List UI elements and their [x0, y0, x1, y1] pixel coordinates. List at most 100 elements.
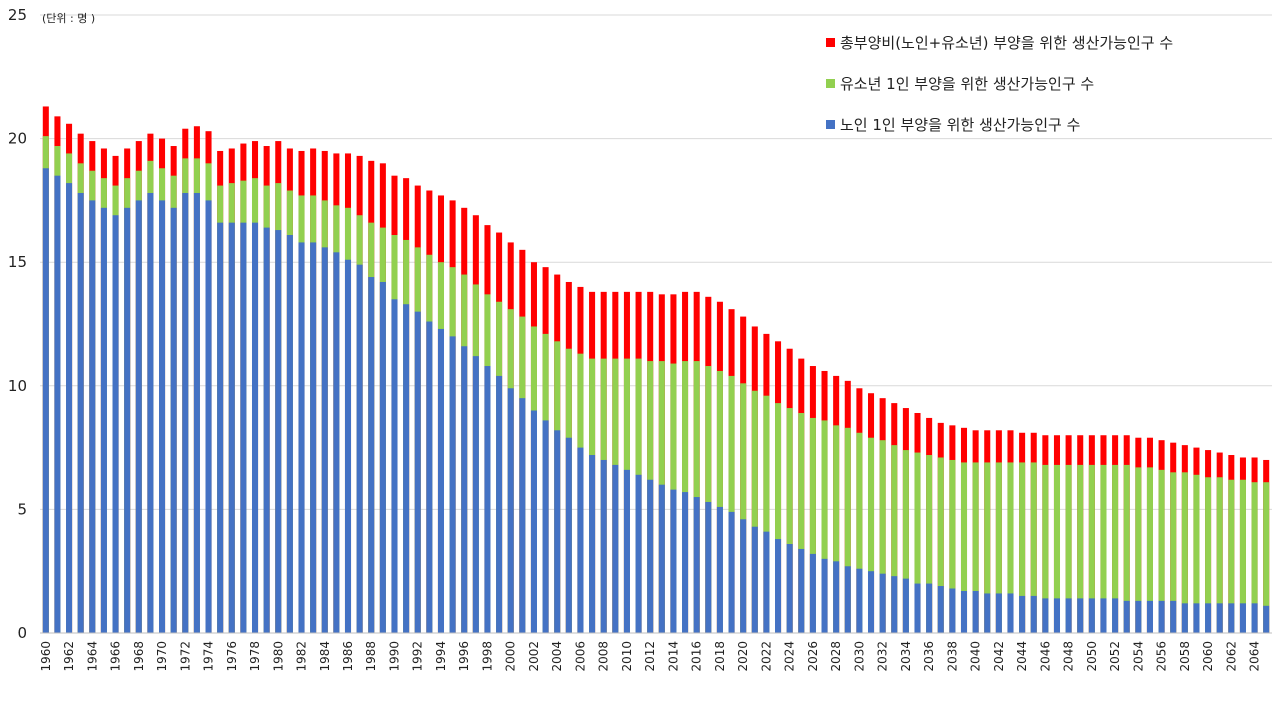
bar-elderly-dependency	[182, 192, 189, 633]
x-tick-label: 2028	[829, 641, 843, 672]
bar-elderly-dependency	[379, 281, 386, 633]
bar-elderly-dependency	[484, 366, 491, 633]
y-tick-label: 5	[17, 500, 27, 518]
x-tick-label: 2046	[1038, 641, 1052, 672]
bar-elderly-dependency	[1112, 598, 1119, 633]
bar-youth-dependency	[995, 462, 1002, 633]
bar-youth-dependency	[751, 390, 758, 633]
x-tick-label: 2050	[1085, 641, 1099, 672]
x-tick-label: 2012	[643, 641, 657, 672]
bar-elderly-dependency	[891, 576, 898, 633]
x-tick-label: 2048	[1062, 641, 1076, 672]
bar-youth-dependency	[972, 462, 979, 633]
bar-youth-dependency	[1251, 482, 1258, 633]
bar-elderly-dependency	[821, 558, 828, 633]
bar-elderly-dependency	[344, 259, 352, 633]
x-tick-label: 2040	[969, 641, 983, 672]
bar-elderly-dependency	[310, 242, 317, 633]
bar-elderly-dependency	[391, 299, 398, 633]
x-tick-label: 1964	[85, 641, 99, 672]
bar-elderly-dependency	[472, 356, 479, 633]
bar-elderly-dependency	[1030, 595, 1037, 633]
bar-youth-dependency	[1263, 482, 1270, 633]
x-tick-label: 1966	[109, 641, 123, 672]
bar-youth-dependency	[716, 370, 723, 633]
bar-youth-dependency	[1181, 472, 1188, 633]
bar-youth-dependency	[763, 395, 770, 633]
bar-elderly-dependency	[542, 420, 549, 633]
bar-elderly-dependency	[507, 388, 514, 633]
x-tick-label: 2036	[922, 641, 936, 672]
bar-youth-dependency	[1030, 462, 1037, 633]
x-tick-label: 2014	[666, 641, 680, 672]
y-axis-ticks: 0 5 10 15 20 25	[8, 6, 27, 642]
bar-elderly-dependency	[960, 590, 968, 633]
bar-youth-dependency	[867, 437, 875, 633]
bar-elderly-dependency	[670, 489, 677, 633]
bar-elderly-dependency	[902, 578, 909, 633]
bar-youth-dependency	[1170, 472, 1177, 633]
x-tick-label: 2030	[852, 641, 866, 672]
bar-elderly-dependency	[647, 479, 654, 633]
y-tick-label: 0	[17, 624, 27, 642]
x-tick-label: 1998	[480, 641, 494, 672]
bar-elderly-dependency	[635, 474, 642, 633]
bar-elderly-dependency	[740, 519, 747, 633]
x-tick-label: 2026	[806, 641, 820, 672]
bar-elderly-dependency	[612, 464, 619, 633]
bar-elderly-dependency	[461, 346, 468, 633]
x-tick-label: 1978	[248, 641, 262, 672]
bar-elderly-dependency	[693, 497, 700, 633]
bar-elderly-dependency	[449, 336, 456, 633]
bar-youth-dependency	[1019, 462, 1026, 633]
bar-elderly-dependency	[1007, 593, 1014, 633]
bar-youth-dependency	[949, 459, 956, 633]
x-tick-label: 2064	[1248, 641, 1262, 672]
bar-elderly-dependency	[879, 573, 886, 633]
x-tick-label: 2008	[597, 641, 611, 672]
bar-elderly-dependency	[1053, 598, 1061, 633]
bars	[42, 106, 1270, 634]
bar-youth-dependency	[798, 412, 805, 633]
bar-elderly-dependency	[1239, 603, 1246, 633]
bar-youth-dependency	[984, 462, 991, 633]
bar-elderly-dependency	[856, 568, 863, 633]
y-tick-label: 10	[8, 377, 27, 395]
bar-elderly-dependency	[426, 321, 433, 633]
bar-elderly-dependency	[1205, 603, 1212, 633]
bar-elderly-dependency	[728, 511, 735, 633]
x-tick-label: 2060	[1201, 641, 1215, 672]
bar-elderly-dependency	[751, 526, 758, 633]
bar-elderly-dependency	[1065, 598, 1072, 633]
bar-youth-dependency	[1123, 464, 1130, 633]
bar-elderly-dependency	[716, 506, 723, 633]
y-tick-label: 20	[8, 130, 27, 148]
x-tick-label: 1984	[318, 641, 332, 672]
x-tick-label: 2052	[1108, 641, 1122, 672]
x-tick-label: 1992	[411, 641, 425, 672]
x-tick-label: 1994	[434, 641, 448, 672]
x-tick-label: 1980	[271, 641, 285, 672]
bar-elderly-dependency	[286, 235, 293, 633]
bar-elderly-dependency	[1251, 603, 1258, 633]
bar-elderly-dependency	[356, 264, 363, 633]
bar-elderly-dependency	[1193, 603, 1200, 633]
bar-youth-dependency	[705, 366, 712, 633]
bar-elderly-dependency	[496, 375, 503, 633]
bar-youth-dependency	[937, 457, 944, 633]
x-tick-label: 1982	[295, 641, 309, 672]
unit-label: (단위 : 명 )	[42, 12, 95, 25]
bar-elderly-dependency	[159, 200, 166, 633]
x-tick-label: 1986	[341, 641, 355, 672]
bar-elderly-dependency	[1158, 600, 1165, 633]
bar-elderly-dependency	[867, 571, 875, 633]
x-tick-label: 1968	[132, 641, 146, 672]
bar-elderly-dependency	[1263, 605, 1270, 633]
legend-entry: 노인 1인 부양을 위한 생산가능인구 수	[840, 116, 1080, 134]
bar-elderly-dependency	[437, 328, 445, 633]
bar-youth-dependency	[856, 432, 863, 633]
x-tick-label: 2020	[736, 641, 750, 672]
legend-swatch	[826, 120, 835, 129]
bar-elderly-dependency	[1216, 603, 1223, 633]
